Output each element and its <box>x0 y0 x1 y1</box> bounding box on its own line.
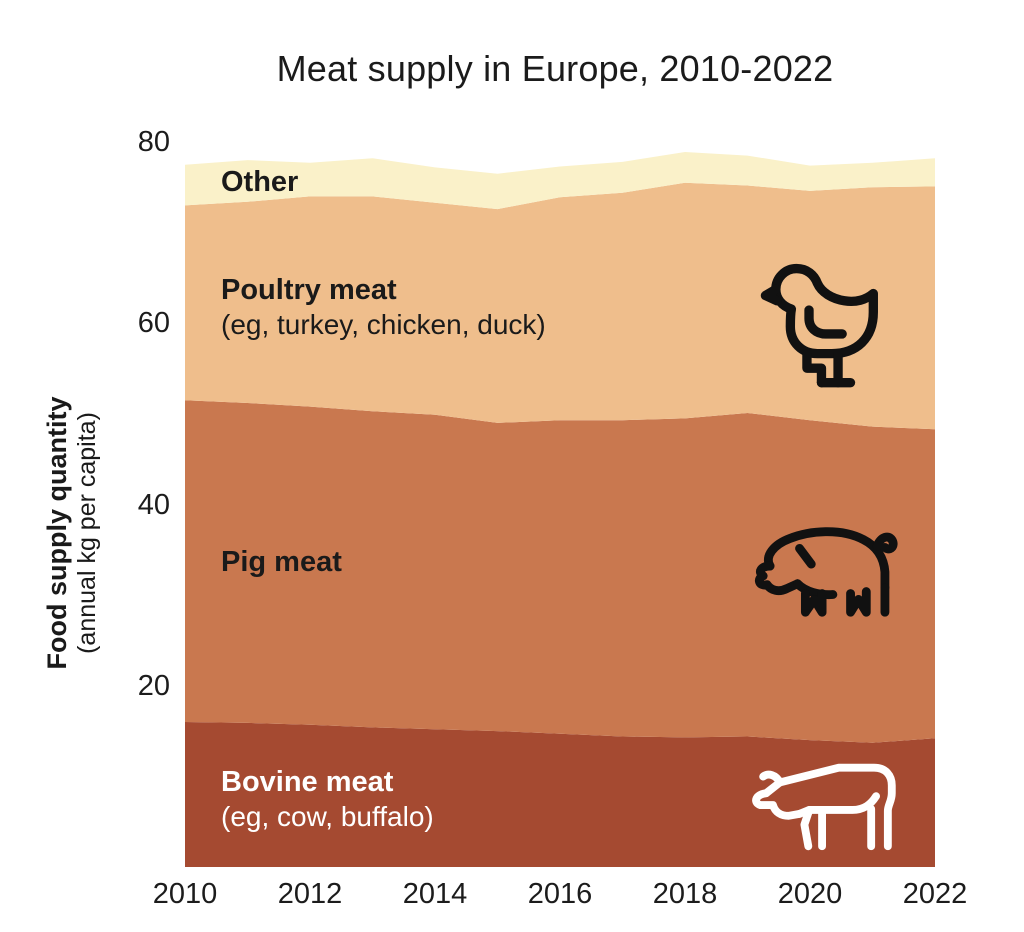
bovine-sublabel: (eg, cow, buffalo) <box>221 801 434 833</box>
y-tick-40: 40 <box>137 488 170 521</box>
x-tick-2010: 2010 <box>152 878 218 910</box>
area-other <box>185 152 935 210</box>
poultry-label: Poultry meat <box>221 274 397 306</box>
x-tick-2020: 2020 <box>777 878 843 910</box>
pig-icon <box>754 527 898 617</box>
band-label-pig: Pig meat <box>221 545 342 580</box>
pig-label: Pig meat <box>221 546 342 578</box>
band-label-other: Other <box>221 165 298 200</box>
y-tick-20: 20 <box>137 669 170 702</box>
y-tick-60: 60 <box>137 307 170 340</box>
band-label-poultry: Poultry meat (eg, turkey, chicken, duck) <box>221 273 546 343</box>
y-axis-label-main: Food supply quantity <box>42 396 73 670</box>
chart-title: Meat supply in Europe, 2010-2022 <box>276 48 834 89</box>
x-tick-2022: 2022 <box>902 878 968 910</box>
chicken-icon <box>760 263 878 388</box>
x-tick-2016: 2016 <box>527 878 593 910</box>
area-bovine <box>185 722 935 867</box>
other-label: Other <box>221 166 299 198</box>
y-axis-label: Food supply quantity (annual kg per capi… <box>34 293 110 773</box>
poultry-sublabel: (eg, turkey, chicken, duck) <box>221 309 546 341</box>
cow-icon <box>752 763 896 851</box>
area-poultry <box>185 182 935 430</box>
x-tick-2018: 2018 <box>652 878 718 910</box>
x-tick-2014: 2014 <box>402 878 468 910</box>
bovine-label: Bovine meat <box>221 766 394 798</box>
y-tick-80: 80 <box>137 126 170 158</box>
area-pig <box>185 400 935 743</box>
y-axis-label-sub: (annual kg per capita) <box>73 412 102 654</box>
band-label-bovine: Bovine meat (eg, cow, buffalo) <box>221 765 434 835</box>
x-tick-2012: 2012 <box>277 878 343 910</box>
